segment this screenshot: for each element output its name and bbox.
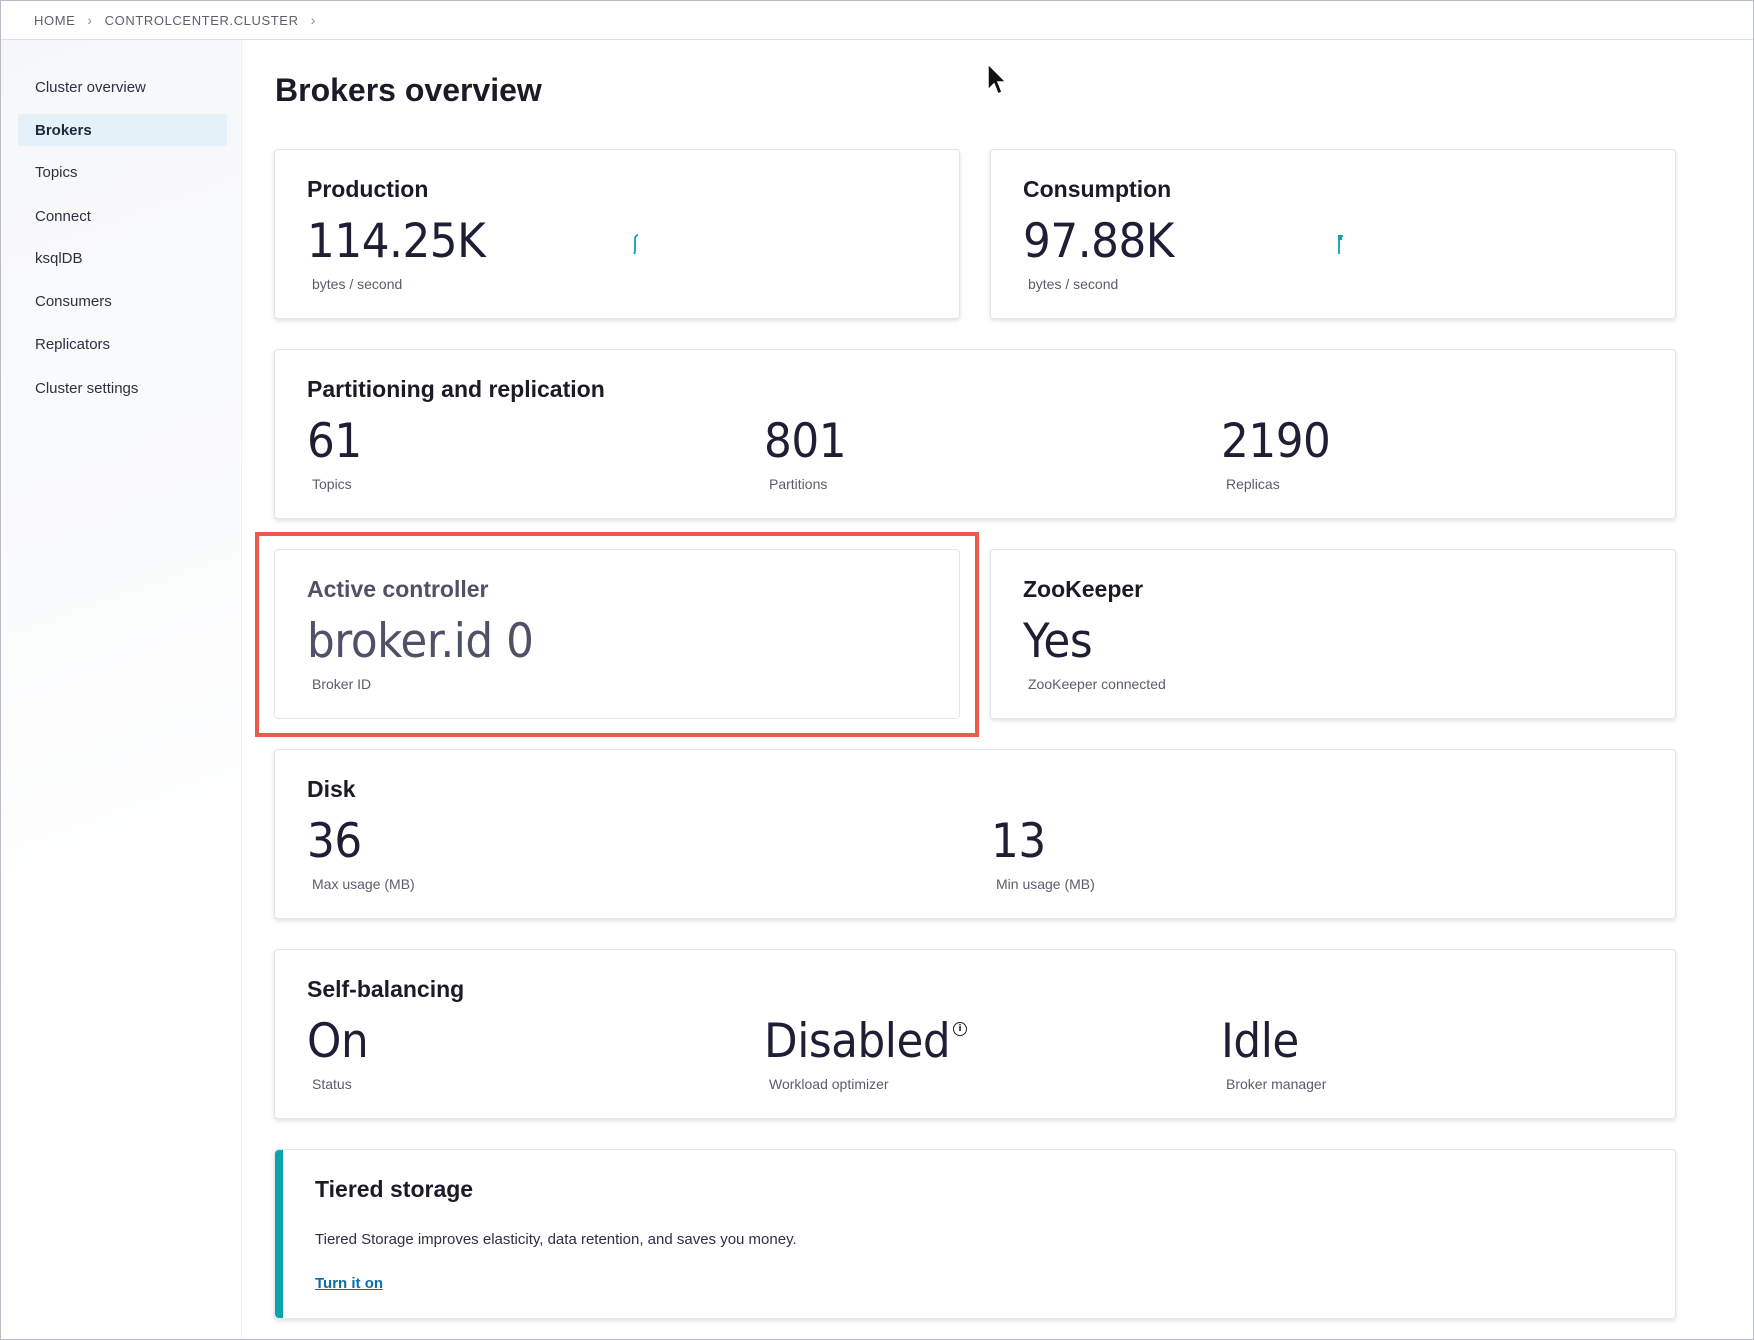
disk-max-label: Max usage (MB) (312, 876, 415, 892)
turn-it-on-link[interactable]: Turn it on (315, 1275, 384, 1292)
chevron-right-icon: › (310, 12, 316, 28)
workload-optimizer-label: Workload optimizer (769, 1076, 889, 1092)
card-title: Consumption (1023, 176, 1172, 202)
consumption-sparkline (1338, 235, 1343, 254)
sidebar-item-brokers[interactable]: Brokers (18, 114, 227, 146)
sidebar-item-topics[interactable]: Topics (35, 163, 78, 181)
disk-card: Disk 36 Max usage (MB) 13 Min usage (MB) (274, 749, 1676, 919)
breadcrumb: HOME › CONTROLCENTER.CLUSTER › (1, 1, 1753, 40)
info-icon[interactable]: i (953, 1022, 967, 1036)
breadcrumb-cluster[interactable]: CONTROLCENTER.CLUSTER (104, 12, 299, 28)
production-unit: bytes / second (312, 276, 403, 292)
disk-min-value: 13 (991, 814, 1046, 869)
tiered-storage-description: Tiered Storage improves elasticity, data… (315, 1231, 797, 1248)
broker-manager-label: Broker manager (1226, 1076, 1327, 1092)
sidebar-item-cluster-overview[interactable]: Cluster overview (35, 78, 146, 96)
production-sparkline (633, 234, 639, 255)
disk-min-label: Min usage (MB) (996, 876, 1095, 892)
breadcrumb-home[interactable]: HOME (34, 12, 76, 28)
zookeeper-label: ZooKeeper connected (1028, 676, 1166, 692)
mouse-cursor-icon (987, 63, 1008, 96)
sidebar-item-connect[interactable]: Connect (35, 207, 91, 225)
partitions-count: 801 (764, 414, 847, 469)
controller-label: Broker ID (312, 676, 372, 692)
partitioning-card: Partitioning and replication 61 Topics 8… (274, 349, 1676, 519)
production-value: 114.25K (307, 214, 486, 269)
sidebar-item-cluster-settings[interactable]: Cluster settings (35, 379, 139, 397)
card-title: Production (307, 176, 429, 202)
card-title: Disk (307, 776, 356, 802)
self-balancing-status-label: Status (312, 1076, 352, 1092)
consumption-value: 97.88K (1023, 214, 1175, 269)
chevron-right-icon: › (87, 12, 93, 28)
consumption-unit: bytes / second (1028, 276, 1119, 292)
sidebar-item-replicators[interactable]: Replicators (35, 335, 111, 353)
replicas-label: Replicas (1226, 476, 1280, 492)
sidebar: Cluster overview Brokers Topics Connect … (1, 40, 242, 1339)
topics-label: Topics (312, 476, 352, 492)
partitions-label: Partitions (769, 476, 828, 492)
card-title: Tiered storage (315, 1176, 474, 1202)
self-balancing-card: Self-balancing On Status Disabled i Work… (274, 949, 1676, 1119)
production-card: Production 114.25K bytes / second (274, 149, 960, 319)
card-title: Partitioning and replication (307, 376, 605, 402)
card-title: Active controller (307, 576, 489, 602)
sidebar-item-ksqldb[interactable]: ksqlDB (35, 249, 83, 267)
sidebar-item-consumers[interactable]: Consumers (35, 292, 112, 310)
card-title: ZooKeeper (1023, 576, 1144, 602)
workload-optimizer-value: Disabled (764, 1014, 951, 1069)
active-controller-card: Active controller broker.id 0 Broker ID (274, 549, 960, 719)
consumption-card: Consumption 97.88K bytes / second (990, 149, 1676, 319)
tiered-storage-card: Tiered storage Tiered Storage improves e… (274, 1149, 1676, 1319)
self-balancing-status: On (307, 1014, 369, 1069)
card-title: Self-balancing (307, 976, 465, 1002)
broker-manager-value: Idle (1221, 1014, 1299, 1069)
replicas-count: 2190 (1221, 414, 1331, 469)
zookeeper-card: ZooKeeper Yes ZooKeeper connected (990, 549, 1676, 719)
disk-max-value: 36 (307, 814, 362, 869)
topics-count: 61 (307, 414, 362, 469)
zookeeper-value: Yes (1023, 614, 1093, 669)
page-title: Brokers overview (275, 72, 542, 108)
controller-value: broker.id 0 (307, 614, 534, 669)
accent-bar (275, 1150, 283, 1318)
main-content: Brokers overview Production 114.25K byte… (242, 40, 1753, 1339)
